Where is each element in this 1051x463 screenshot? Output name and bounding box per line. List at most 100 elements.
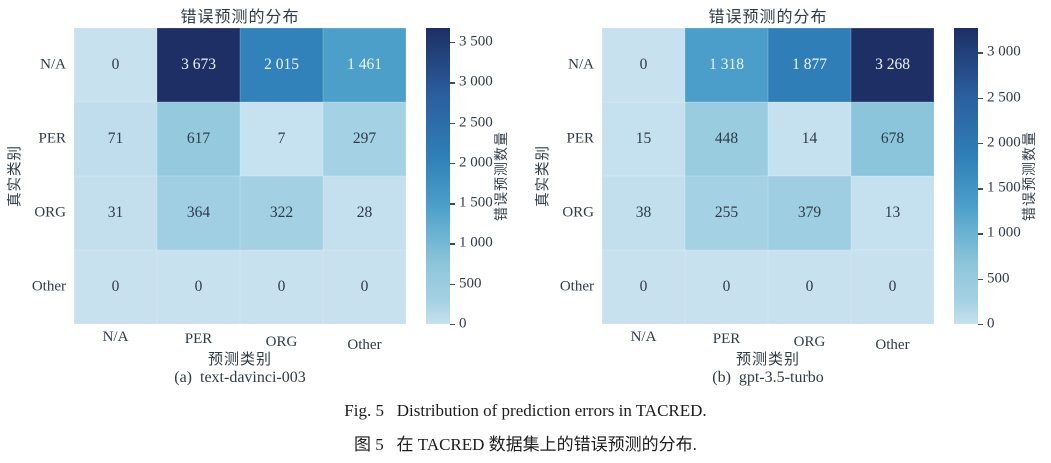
y-tick-label: N/A [40,56,66,73]
colorbar-label: 错误预测数量 [495,131,510,221]
y-tick-label: Other [31,278,66,295]
y-tick-label: ORG [34,204,66,221]
cell-value: 38 [635,204,652,221]
panel-subcaption: (b) gpt-3.5-turbo [712,369,824,386]
heatmap-cell: 0 [851,250,934,324]
colorbar-tick-mark [450,283,455,286]
heatmap-cell: 0 [768,250,851,324]
y-tick-label: N/A [568,56,594,73]
x-axis-label: 预测类别 [207,352,272,368]
heatmap-cell: 0 [157,250,240,324]
colorbar-tick-mark [978,233,983,235]
heatmap-cell: 28 [323,176,406,250]
y-tick-label: Other [559,278,594,295]
colorbar-tick-mark [978,278,983,281]
colorbar-tick-label: 0 [987,315,995,332]
colorbar-tick-mark [450,324,455,326]
heatmap-cell: 0 [74,28,157,102]
cell-value: 617 [186,130,211,147]
cell-value: 0 [111,56,120,73]
heatmap-cell: 38 [602,176,685,250]
cell-value: 0 [722,278,731,295]
cell-value: 14 [801,130,818,147]
cell-value: 0 [111,278,120,295]
heatmap-cell: 0 [685,250,768,324]
colorbar [426,28,450,324]
heatmap-cell: 3 673 [157,28,240,102]
cell-value: 364 [186,204,211,221]
colorbar-tick-mark [978,188,983,190]
cell-value: 1 877 [792,56,827,73]
x-tick-label: PER [184,331,213,347]
cell-value: 255 [714,204,739,221]
heatmap-cell: 678 [851,102,934,176]
heatmap-cell: 617 [157,102,240,176]
heatmap-grid: 0 1 318 1 877 3 268 15 448 14 678 38 255 379 13 0 0 0 0 [602,28,934,324]
heatmap-cell: 1 877 [768,28,851,102]
heatmap-cell: 0 [323,250,406,324]
cell-value: 678 [880,130,905,147]
cell-value: 13 [884,204,901,221]
cell-value: 1 318 [709,56,744,73]
heatmap-cell: 297 [323,102,406,176]
colorbar-tick-mark [450,41,455,44]
heatmap-cell: 1 461 [323,28,406,102]
colorbar-tick-label: 3 000 [459,73,493,90]
heatmap-cell: 15 [602,102,685,176]
heatmap-cell: 1 318 [685,28,768,102]
cell-value: 0 [277,278,286,295]
heatmap-panel-a: 错误预测的分布 0 3 673 2 015 1 461 71 617 7 297 31 364 32… [0,0,525,400]
colorbar-tick-mark [450,162,455,165]
colorbar-tick-label: 3 000 [987,43,1021,60]
x-tick-label: PER [712,331,741,347]
cell-value: 15 [635,130,652,147]
heatmap-cell: 364 [157,176,240,250]
cell-value: 0 [888,278,897,295]
colorbar-tick-label: 1 500 [987,179,1021,196]
cell-value: 31 [107,204,124,221]
colorbar-tick-label: 2 000 [987,134,1021,151]
colorbar-label: 错误预测数量 [1023,131,1038,221]
cell-value: 322 [269,204,294,221]
colorbar-tick-label: 3 500 [459,33,493,50]
y-tick-label: PER [38,130,66,147]
chart-title: 错误预测的分布 [180,9,300,26]
chart-title: 错误预测的分布 [708,9,828,26]
colorbar-tick-mark [450,243,455,245]
y-axis-label: 真实类别 [535,145,552,207]
heatmap-cell: 2 015 [240,28,323,102]
y-tick-label: PER [566,130,594,147]
x-tick-label: N/A [630,329,657,345]
cell-value: 71 [107,130,124,147]
panel-subcaption: (a) text-davinci-003 [174,369,306,386]
x-axis-label: 预测类别 [735,352,800,368]
heatmap-panel-b: 错误预测的分布 0 1 318 1 877 3 268 15 448 14 678 38 255 3… [528,0,1051,400]
colorbar [954,28,978,324]
heatmap-cell: 0 [602,28,685,102]
cell-value: 297 [352,130,377,147]
colorbar-tick-label: 2 500 [987,89,1021,106]
heatmap-cell: 0 [74,250,157,324]
colorbar-tick-label: 2 500 [459,114,493,131]
figure-caption-chinese: 图 5 在 TACRED 数据集上的错误预测的分布. [354,435,697,454]
x-tick-label: N/A [102,329,129,345]
cell-value: 0 [360,278,369,295]
heatmap-cell: 14 [768,102,851,176]
heatmap-cell: 322 [240,176,323,250]
y-axis-label: 真实类别 [7,145,24,207]
cell-value: 379 [797,204,822,221]
colorbar-tick-mark [978,324,983,326]
cell-value: 0 [639,56,648,73]
heatmap-cell: 0 [240,250,323,324]
y-tick-label: ORG [562,204,594,221]
colorbar-tick-label: 2 000 [459,154,493,171]
cell-value: 2 015 [264,56,299,73]
colorbar-tick-mark [978,97,983,99]
cell-value: 0 [639,278,648,295]
colorbar-tick-label: 1 500 [459,194,493,211]
cell-value: 1 461 [347,56,382,73]
colorbar-tick-label: 500 [987,270,1010,287]
heatmap-cell: 7 [240,102,323,176]
